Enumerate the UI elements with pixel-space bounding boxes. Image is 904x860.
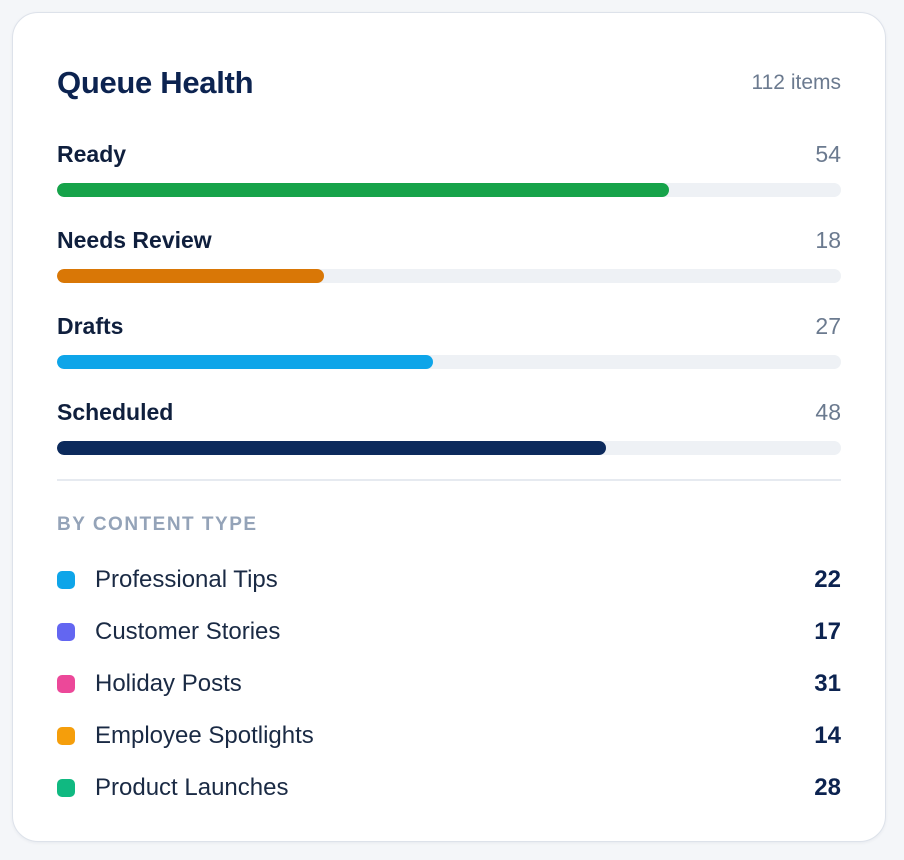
progress-track — [57, 355, 841, 369]
progress-fill — [57, 269, 324, 283]
status-count: 48 — [815, 399, 841, 425]
progress-fill — [57, 441, 606, 455]
total-items-count: 112 items — [751, 71, 842, 94]
queue-health-card: Queue Health 112 items Ready 54 Needs Re… — [12, 12, 886, 842]
content-type-row: Product Launches 28 — [57, 761, 841, 813]
section-divider — [57, 479, 841, 481]
color-dot-icon — [57, 779, 75, 797]
status-count: 27 — [815, 313, 841, 339]
progress-fill — [57, 183, 669, 197]
content-type-label: Professional Tips — [95, 566, 278, 593]
content-type-count: 22 — [814, 566, 841, 593]
status-label: Scheduled — [57, 399, 174, 425]
status-label: Needs Review — [57, 227, 212, 253]
content-type-count: 31 — [814, 670, 841, 697]
progress-fill — [57, 355, 434, 369]
section-title: BY CONTENT TYPE — [57, 514, 258, 535]
progress-track — [57, 441, 841, 455]
card-title: Queue Health — [57, 65, 254, 100]
content-type-row: Customer Stories 17 — [57, 605, 841, 657]
progress-track — [57, 269, 841, 283]
status-count: 54 — [815, 141, 841, 167]
color-dot-icon — [57, 623, 75, 641]
color-dot-icon — [57, 727, 75, 745]
status-label: Drafts — [57, 313, 124, 339]
content-type-row: Holiday Posts 31 — [57, 657, 841, 709]
color-dot-icon — [57, 675, 75, 693]
content-type-count: 28 — [814, 774, 841, 801]
content-type-count: 17 — [814, 618, 841, 645]
content-type-row: Employee Spotlights 14 — [57, 709, 841, 761]
content-type-count: 14 — [814, 722, 841, 749]
content-type-label: Customer Stories — [95, 618, 281, 645]
content-type-list: Professional Tips 22 Customer Stories 17… — [57, 553, 841, 813]
status-row-drafts: Drafts 27 — [57, 297, 841, 383]
progress-track — [57, 183, 841, 197]
content-type-label: Holiday Posts — [95, 670, 242, 697]
color-dot-icon — [57, 571, 75, 589]
content-type-row: Professional Tips 22 — [57, 553, 841, 605]
status-row-needs-review: Needs Review 18 — [57, 211, 841, 297]
status-list: Ready 54 Needs Review 18 Drafts 27 Sched… — [57, 125, 841, 469]
content-type-label: Employee Spotlights — [95, 722, 314, 749]
status-row-ready: Ready 54 — [57, 125, 841, 211]
status-count: 18 — [815, 227, 841, 253]
card-header: Queue Health 112 items — [57, 63, 841, 103]
status-label: Ready — [57, 141, 127, 167]
content-type-label: Product Launches — [95, 774, 289, 801]
status-row-scheduled: Scheduled 48 — [57, 383, 841, 469]
